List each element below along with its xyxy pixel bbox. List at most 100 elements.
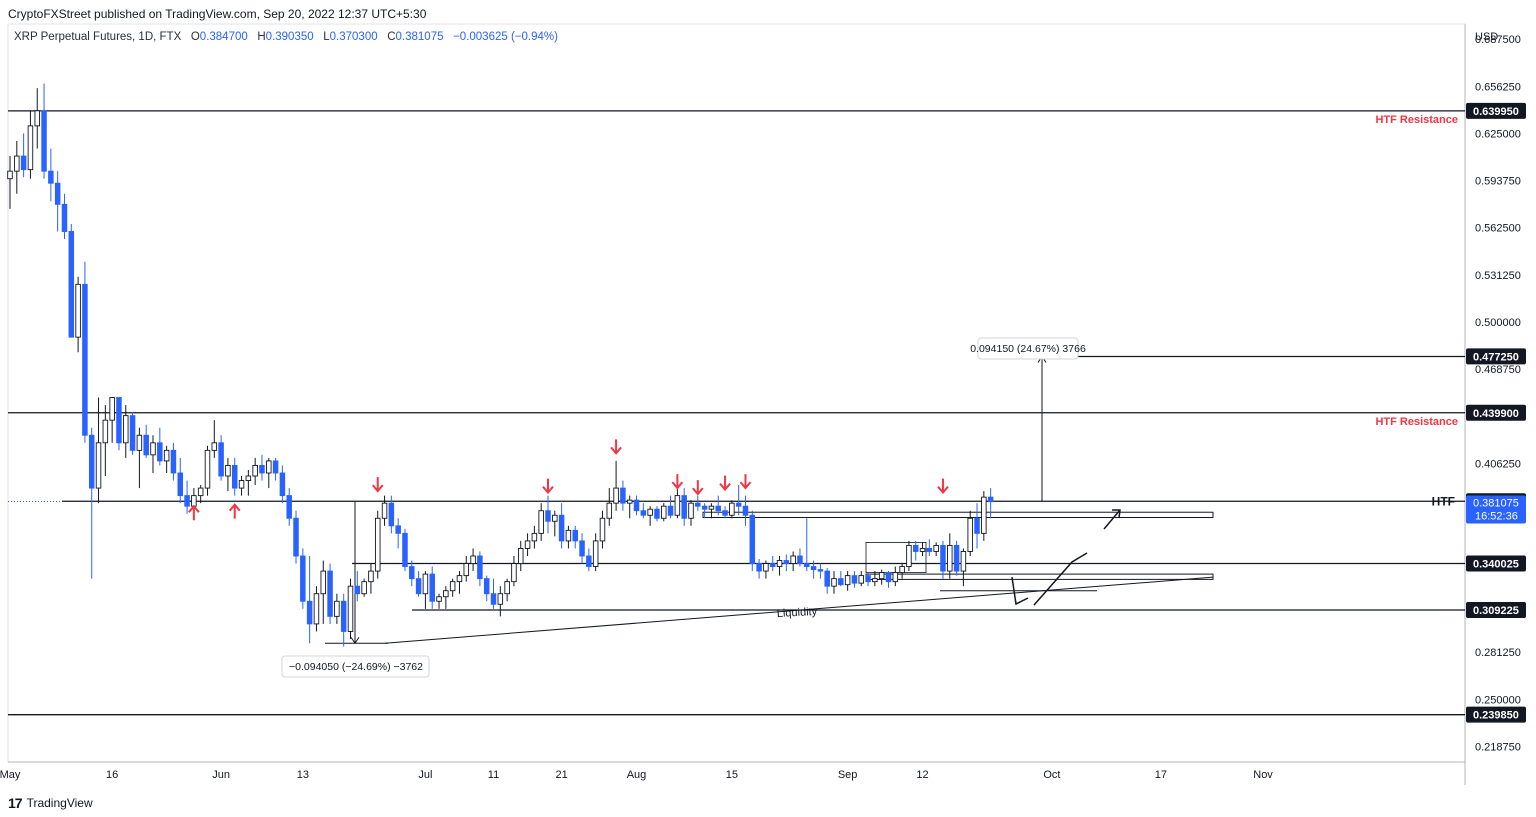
candle-down[interactable]	[218, 435, 224, 481]
candle-down[interactable]	[82, 261, 88, 443]
candle-up[interactable]	[844, 571, 851, 591]
candle-down[interactable]	[640, 503, 647, 519]
candle-down[interactable]	[157, 427, 163, 466]
horizontal-levels[interactable]: HTF Resistance HTF Resistance HTF	[8, 110, 1465, 716]
candle-up[interactable]	[531, 525, 538, 549]
candle-down[interactable]	[654, 506, 660, 522]
candle-up[interactable]	[776, 555, 783, 576]
candle-up[interactable]	[75, 276, 81, 353]
candle-up[interactable]	[518, 540, 524, 572]
candle-up[interactable]	[906, 540, 912, 572]
candle-down[interactable]	[88, 427, 95, 579]
candle-down[interactable]	[545, 495, 551, 534]
candle-up[interactable]	[872, 571, 878, 587]
candle-down[interactable]	[327, 563, 333, 624]
candle-up[interactable]	[109, 397, 115, 443]
candle-down[interactable]	[885, 571, 892, 588]
candle-down[interactable]	[177, 457, 183, 504]
candle-down[interactable]	[429, 566, 435, 609]
candle-down[interactable]	[272, 457, 279, 481]
candle-up[interactable]	[708, 503, 715, 519]
candle-up[interactable]	[313, 586, 320, 632]
candle-down[interactable]	[306, 555, 313, 644]
candle-up[interactable]	[463, 555, 470, 582]
candle-down[interactable]	[735, 485, 742, 516]
candle-up[interactable]	[858, 571, 865, 587]
candle-up[interactable]	[456, 571, 463, 594]
candle-up[interactable]	[613, 460, 619, 511]
candle-up[interactable]	[436, 593, 442, 609]
candle-up[interactable]	[947, 533, 953, 579]
candle-up[interactable]	[27, 110, 34, 179]
candle-down[interactable]	[54, 171, 61, 232]
candle-down[interactable]	[116, 397, 122, 451]
candle-up[interactable]	[163, 445, 170, 473]
candle-up[interactable]	[729, 500, 735, 519]
candle-up[interactable]	[95, 397, 102, 504]
candle-down[interactable]	[143, 424, 149, 458]
candle-down[interactable]	[48, 148, 54, 202]
candle-up[interactable]	[831, 571, 837, 594]
candle-up[interactable]	[381, 495, 388, 526]
candle-down[interactable]	[61, 193, 68, 240]
candle-down[interactable]	[231, 457, 238, 496]
candle-up[interactable]	[361, 578, 367, 597]
candle-down[interactable]	[20, 133, 27, 178]
candle-down[interactable]	[912, 540, 919, 561]
candle-up[interactable]	[661, 503, 667, 522]
candle-up[interactable]	[919, 542, 926, 556]
candle-down[interactable]	[633, 495, 640, 516]
candle-up[interactable]	[34, 88, 40, 149]
candle-up[interactable]	[211, 420, 218, 458]
candle-down[interactable]	[354, 571, 361, 602]
candle-up[interactable]	[892, 566, 899, 587]
candle-down[interactable]	[701, 503, 708, 519]
candle-up[interactable]	[266, 457, 272, 489]
candle-down[interactable]	[804, 518, 810, 572]
candle-up[interactable]	[504, 578, 510, 602]
candle-up[interactable]	[204, 445, 211, 496]
candle-up[interactable]	[368, 563, 374, 594]
candle-up[interactable]	[449, 578, 456, 597]
candles[interactable]	[7, 83, 994, 647]
candle-down[interactable]	[797, 548, 803, 567]
candle-up[interactable]	[606, 488, 613, 526]
candle-up[interactable]	[878, 569, 885, 585]
price-axis[interactable]: USD 0.687500 0.656250 0.625000 0.593750 0.56…	[1466, 31, 1526, 754]
candle-down[interactable]	[279, 465, 286, 504]
candle-up[interactable]	[497, 586, 504, 617]
candle-down[interactable]	[259, 454, 265, 481]
price-chart[interactable]: HTF Resistance HTF Resistance HTF Liquidit…	[0, 0, 1536, 790]
time-axis[interactable]: May 16 Jun 13 Jul 11 21 Aug 15 Sep 12 Oct 17 Nov	[0, 769, 1273, 781]
candle-up[interactable]	[225, 457, 231, 492]
candle-down[interactable]	[300, 548, 306, 609]
candle-down[interactable]	[681, 488, 687, 526]
candle-up[interactable]	[763, 560, 769, 579]
candle-down[interactable]	[586, 548, 592, 572]
candle-down[interactable]	[402, 528, 408, 572]
candle-down[interactable]	[170, 442, 177, 481]
candle-down[interactable]	[409, 560, 415, 587]
range-box[interactable]	[865, 573, 1214, 580]
candle-up[interactable]	[592, 533, 599, 572]
candle-up[interactable]	[320, 560, 327, 624]
candle-up[interactable]	[967, 510, 973, 556]
candle-up[interactable]	[933, 542, 939, 556]
candle-down[interactable]	[987, 488, 994, 519]
candle-up[interactable]	[511, 555, 517, 587]
candle-up[interactable]	[252, 457, 258, 486]
candle-up[interactable]	[136, 427, 143, 489]
liquidity-trendline[interactable]	[384, 576, 1214, 644]
candle-up[interactable]	[981, 491, 987, 541]
candle-up[interactable]	[102, 405, 109, 477]
candle-up[interactable]	[238, 476, 245, 496]
candle-up[interactable]	[899, 563, 905, 579]
candle-down[interactable]	[286, 488, 292, 526]
candle-down[interactable]	[838, 571, 844, 587]
candle-down[interactable]	[940, 540, 946, 579]
candle-up[interactable]	[422, 571, 429, 609]
candle-down[interactable]	[579, 533, 585, 564]
candle-down[interactable]	[558, 503, 565, 549]
candle-down[interactable]	[817, 563, 824, 579]
candle-up[interactable]	[647, 506, 653, 526]
